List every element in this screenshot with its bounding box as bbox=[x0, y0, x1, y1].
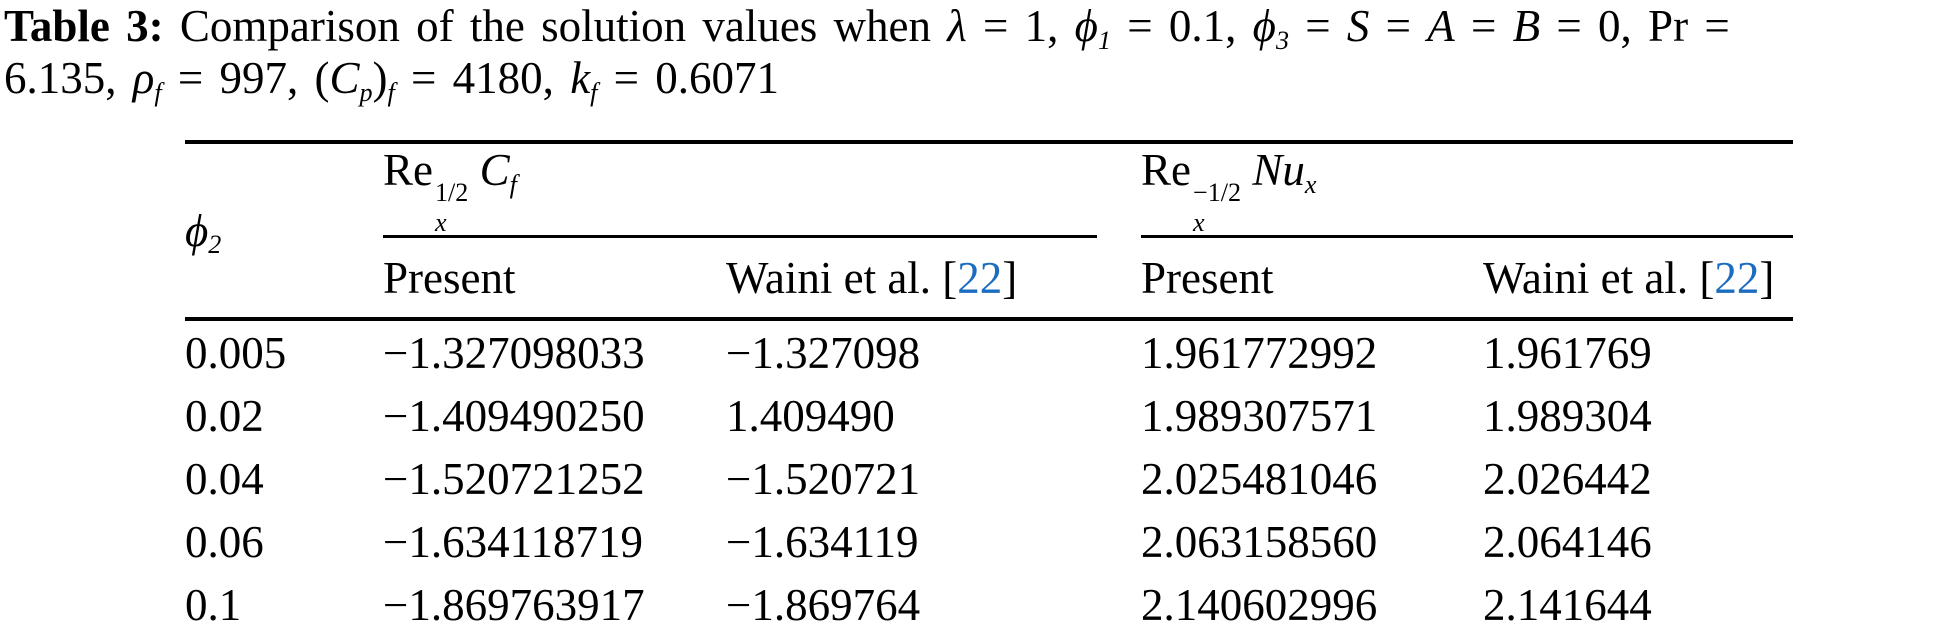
cell-nu-present: 2.025481046 bbox=[1141, 453, 1378, 504]
cell-cf-present: −1.520721252 bbox=[383, 453, 645, 504]
text-segment: S bbox=[1346, 1, 1370, 51]
cell-nu-waini: 2.026442 bbox=[1483, 453, 1652, 504]
table-row: 0.1 −1.869763917 −1.869764 2.140602996 2… bbox=[185, 573, 1794, 621]
text-segment: kf bbox=[570, 53, 598, 107]
text-segment bbox=[468, 145, 479, 195]
text-segment: )f bbox=[372, 53, 395, 107]
text-segment: = bbox=[1369, 1, 1428, 51]
text-segment: Waini et al. [ bbox=[726, 252, 958, 303]
comparison-table: ϕ2 Re 1/2 x Cf Re −1/2 x Nux Present Waini e… bbox=[185, 140, 1794, 621]
sub-sup-stack: −1/2 x bbox=[1193, 178, 1242, 238]
cell-cf-waini: −1.327098 bbox=[726, 327, 921, 378]
col-header-nu-present: Present bbox=[1141, 238, 1484, 322]
text-segment: = 997, ( bbox=[161, 53, 330, 103]
cell-nu-present: 2.140602996 bbox=[1141, 573, 1484, 621]
cell-nu-waini: 2.064146 bbox=[1483, 516, 1652, 567]
cell-cf-waini: −1.520721 bbox=[726, 453, 921, 504]
text-segment: ] bbox=[1002, 252, 1018, 303]
text-segment: Table 3: bbox=[4, 1, 180, 51]
table-caption: Table 3: Comparison of the solution valu… bbox=[4, 0, 1950, 107]
group-header-row: ϕ2 Re 1/2 x Cf Re −1/2 x Nux bbox=[185, 142, 1794, 322]
cell-cf-present: −1.409490250 bbox=[383, 390, 645, 441]
text-segment: = bbox=[1289, 1, 1347, 51]
col-header-nu-waini: Waini et al. [22] bbox=[1483, 238, 1794, 322]
cell-nu-present: 1.961772992 bbox=[1141, 327, 1378, 378]
table-row: 0.02 −1.409490250 1.409490 1.989307571 1… bbox=[185, 384, 1793, 447]
sub-sup-stack: 1/2 x bbox=[435, 178, 469, 238]
text-segment: Waini et al. [ bbox=[1483, 252, 1715, 303]
col-group-header-cf: Re 1/2 x Cf bbox=[383, 142, 1141, 238]
table-body: 0.005 −1.327098033 −1.327098 1.961772992… bbox=[185, 319, 1794, 621]
text-segment: ] bbox=[1759, 252, 1775, 303]
col-group-header-nu: Re −1/2 x Nux bbox=[1141, 142, 1794, 238]
text-segment: B bbox=[1512, 1, 1541, 51]
cell-cf-waini: 1.409490 bbox=[726, 390, 895, 441]
text-segment: Re −1/2 x bbox=[1141, 145, 1242, 238]
cell-phi2: 0.005 bbox=[185, 327, 287, 378]
text-segment: Re 1/2 x bbox=[383, 145, 469, 238]
cell-phi2: 0.06 bbox=[185, 516, 264, 567]
cell-cf-present: −1.869763917 bbox=[383, 573, 726, 621]
col-header-cf-waini: Waini et al. [22] bbox=[726, 238, 1142, 322]
text-segment bbox=[1241, 145, 1252, 195]
cell-nu-present: 1.989307571 bbox=[1141, 390, 1378, 441]
text-segment: = bbox=[1454, 1, 1513, 51]
text-segment: A bbox=[1427, 1, 1455, 51]
cell-nu-waini: 1.961769 bbox=[1483, 327, 1652, 378]
text-segment: ϕ1 bbox=[1074, 1, 1112, 55]
cell-phi2: 0.04 bbox=[185, 453, 264, 504]
sub-header-row: Present Waini et al. [22] Present Waini … bbox=[185, 238, 1794, 322]
text-segment: Cp bbox=[329, 53, 373, 107]
cell-nu-present: 2.063158560 bbox=[1141, 516, 1378, 567]
table-header: ϕ2 Re 1/2 x Cf Re −1/2 x Nux Present Waini e… bbox=[185, 142, 1794, 322]
text-segment: ϕ3 bbox=[1252, 1, 1289, 55]
text-segment: Nux bbox=[1252, 145, 1317, 199]
table-row: 0.06 −1.634118719 −1.634119 2.063158560 … bbox=[185, 510, 1793, 573]
text-segment: Cf bbox=[479, 145, 517, 199]
cell-cf-waini: −1.634119 bbox=[726, 516, 919, 567]
text-segment: = 0.1, bbox=[1111, 1, 1253, 51]
citation-link[interactable]: 22 bbox=[1714, 252, 1760, 303]
text-segment: = 0.6071 bbox=[597, 53, 780, 103]
table-row: 0.04 −1.520721252 −1.520721 2.025481046 … bbox=[185, 447, 1793, 510]
citation-link[interactable]: 22 bbox=[957, 252, 1003, 303]
text-segment: = 0, Pr = bbox=[1540, 1, 1730, 51]
text-segment: Comparison of the solution values when bbox=[179, 1, 948, 51]
cell-nu-waini: 1.989304 bbox=[1483, 390, 1652, 441]
table-row: 0.005 −1.327098033 −1.327098 1.961772992… bbox=[185, 319, 1793, 384]
cell-cf-present: −1.634118719 bbox=[383, 516, 643, 567]
text-segment: = 1, bbox=[966, 1, 1075, 51]
text-segment: ϕ2 bbox=[185, 205, 222, 260]
cell-phi2: 0.1 bbox=[185, 573, 383, 621]
col-header-phi2: ϕ2 bbox=[185, 142, 383, 322]
text-segment: ρf bbox=[132, 53, 162, 107]
cell-cf-present: −1.327098033 bbox=[383, 327, 645, 378]
cell-cf-waini: −1.869764 bbox=[726, 573, 1142, 621]
text-segment: λ bbox=[947, 1, 967, 51]
text-segment: = 4180, bbox=[394, 53, 571, 103]
cell-phi2: 0.02 bbox=[185, 390, 264, 441]
text-segment: 6.135, bbox=[4, 53, 133, 103]
cell-nu-waini: 2.141644 bbox=[1483, 573, 1794, 621]
col-header-cf-present: Present bbox=[383, 238, 726, 322]
